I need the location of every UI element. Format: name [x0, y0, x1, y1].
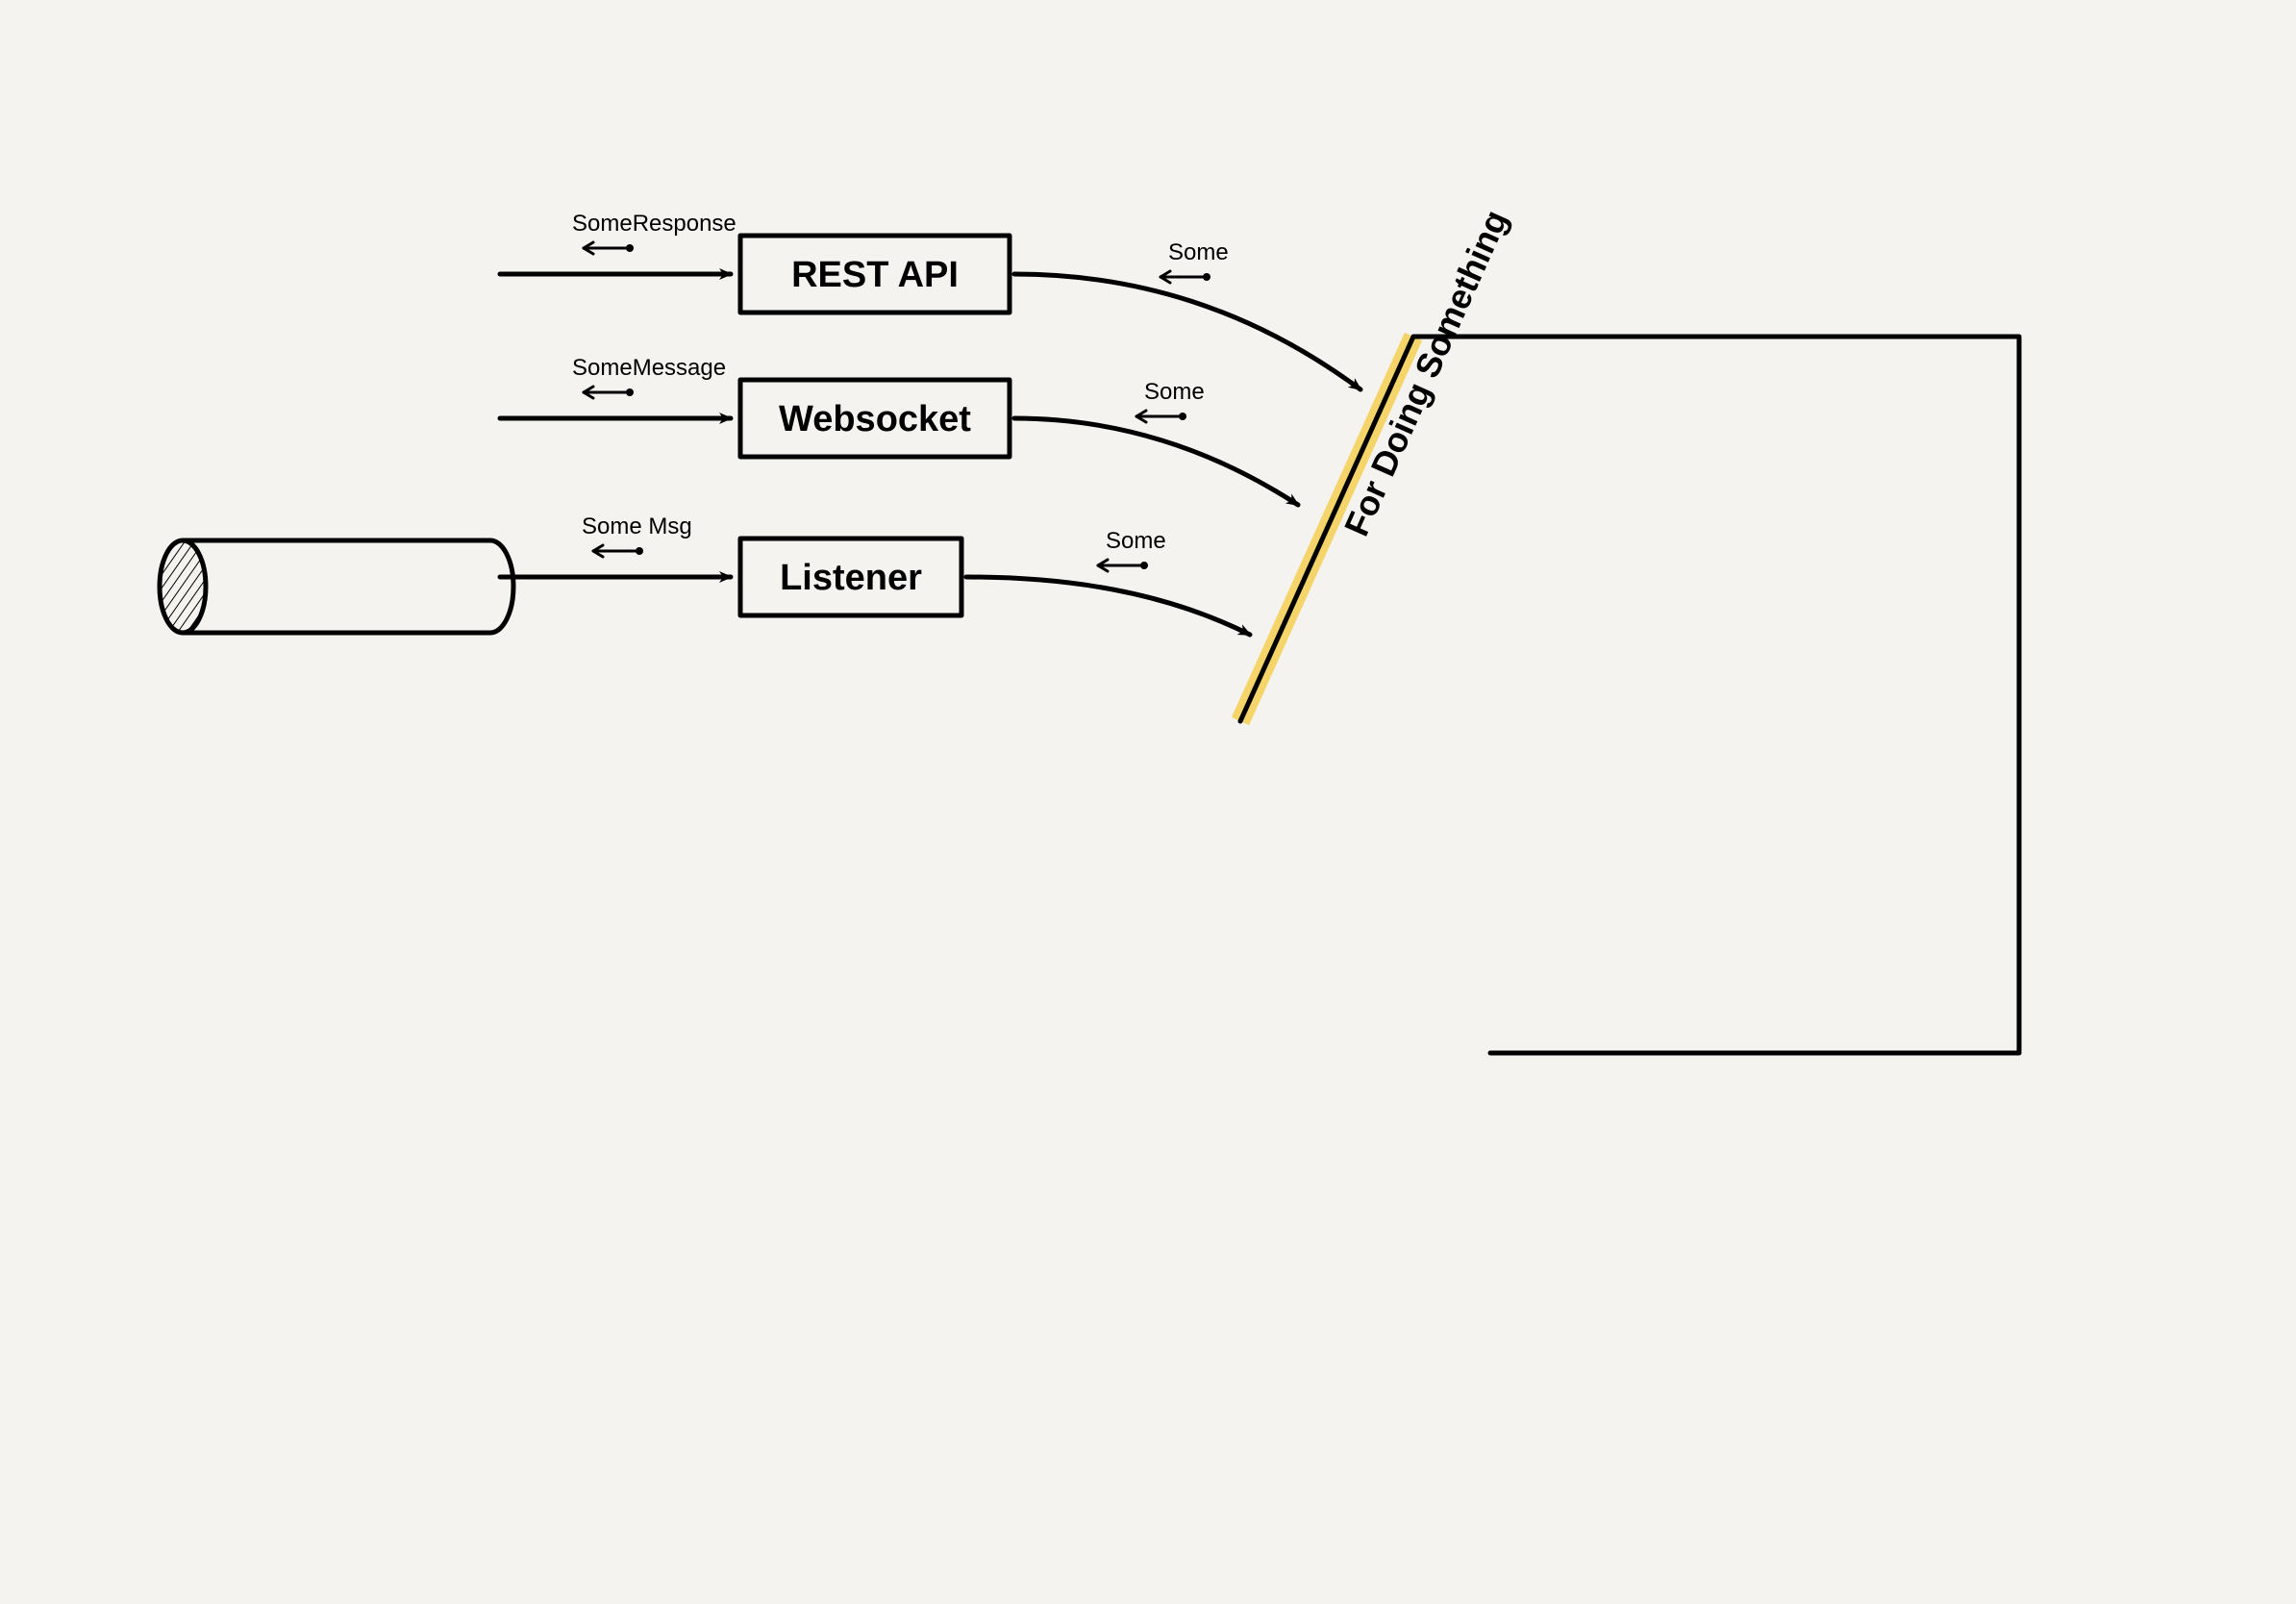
in-arrow-websocket: SomeMessage — [500, 355, 731, 418]
reply-arrow-icon — [1098, 560, 1148, 571]
out-arrow-label-rest: Some — [1168, 239, 1229, 265]
out-arrow-label-listener: Some — [1106, 528, 1166, 554]
in-arrow-listener: Some Msg — [500, 514, 731, 577]
reply-arrow-icon — [584, 387, 634, 398]
in-arrow-label-rest: SomeResponse — [572, 211, 736, 237]
reply-arrow-icon — [584, 242, 634, 254]
node-rest: REST API — [740, 236, 1010, 313]
in-arrow-label-listener: Some Msg — [582, 514, 692, 539]
cylinder-shape — [160, 540, 513, 633]
architecture-diagram: REST API Websocket Listener SomeResponse Som… — [0, 0, 2296, 1604]
out-arrow-label-websocket: Some — [1144, 379, 1205, 405]
out-arrow-rest: Some — [1014, 239, 1360, 389]
node-websocket: Websocket — [740, 380, 1010, 457]
reply-arrow-icon — [1136, 411, 1186, 422]
node-label-listener: Listener — [780, 558, 922, 598]
in-arrow-rest: SomeResponse — [500, 211, 736, 274]
facet-label: For Doing Something — [1336, 204, 1515, 541]
reply-arrow-icon — [593, 545, 643, 557]
in-arrow-label-websocket: SomeMessage — [572, 355, 726, 381]
reply-arrow-icon — [1160, 271, 1210, 283]
node-listener: Listener — [740, 539, 961, 615]
out-arrow-listener: Some — [966, 528, 1250, 635]
node-label-websocket: Websocket — [779, 399, 971, 439]
node-label-rest: REST API — [791, 255, 959, 295]
out-arrow-websocket: Some — [1014, 379, 1298, 505]
